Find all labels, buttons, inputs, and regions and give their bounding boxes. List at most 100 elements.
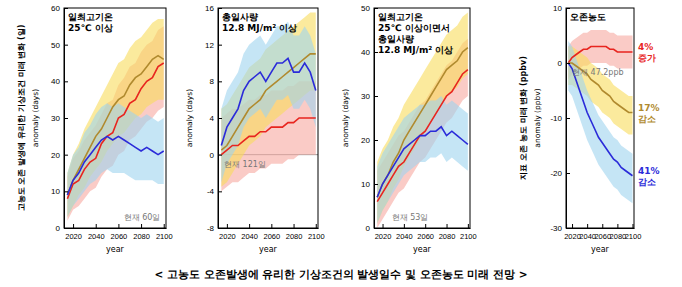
tick-mark	[617, 224, 618, 228]
range-band	[67, 103, 163, 217]
tick-mark	[374, 8, 378, 9]
axis-line	[65, 228, 167, 229]
tick-label: 0	[210, 151, 215, 160]
tick-mark	[572, 224, 573, 228]
tick: 2080	[133, 224, 150, 241]
tick-mark	[64, 45, 68, 46]
y-axis: -8-40481216	[205, 4, 222, 233]
tick: 2100	[625, 224, 642, 241]
series-label: 17%	[638, 103, 660, 113]
tick-mark	[447, 224, 448, 228]
figure: 010203040506020202040206020802100yearano…	[0, 0, 682, 287]
tick: 4	[210, 114, 222, 123]
tick: 20	[51, 151, 68, 160]
panel-title: 25℃ 이상이면서	[378, 23, 450, 33]
tick-mark	[218, 118, 222, 119]
tick-mark	[566, 63, 570, 64]
tick: 30	[361, 92, 378, 101]
annotation: 현재 60일	[124, 213, 161, 222]
tick-mark	[587, 224, 588, 228]
panel-title: 오존농도	[570, 12, 606, 22]
tick: 2060	[417, 224, 434, 241]
plot-frame	[374, 8, 470, 228]
tick: 2020	[219, 224, 236, 241]
tick-mark	[602, 224, 603, 228]
tick: -4	[207, 187, 222, 196]
tick: 2060	[263, 224, 280, 241]
plot-area	[568, 30, 632, 203]
tick: 10	[51, 187, 68, 196]
tick-label: 30	[361, 92, 370, 101]
y-label-outer: 지표 오존 농도 미래 변화 (ppbv)	[519, 56, 528, 181]
tick-mark	[227, 224, 228, 228]
tick: 2100	[156, 224, 173, 241]
tick-mark	[141, 224, 142, 228]
tick-label: 2040	[396, 232, 413, 241]
caption: < 고농도 오존발생에 유리한 기상조건의 발생일수 및 오존농도 미래 전망 …	[154, 268, 527, 280]
x-label: year	[106, 245, 125, 254]
panel-title: 총일사량	[222, 12, 258, 22]
y-label: anomaly (days)	[185, 89, 194, 147]
tick-mark	[383, 224, 384, 228]
tick: 10	[361, 180, 378, 189]
series-line	[377, 48, 468, 198]
tick: 2060	[111, 224, 128, 241]
x-label: year	[259, 245, 278, 254]
tick-label: 10	[553, 4, 562, 13]
panel-title: 25℃ 이상	[68, 23, 113, 33]
tick-mark	[271, 224, 272, 228]
tick-label: 2040	[88, 232, 105, 241]
tick-mark	[64, 81, 68, 82]
panel: 0102030405020202040206020802100yearanoma…	[341, 4, 477, 254]
tick-mark	[64, 8, 68, 9]
tick: 30	[51, 114, 68, 123]
tick-mark	[64, 155, 68, 156]
tick: 2080	[286, 224, 303, 241]
panel-title: 일최고기온	[68, 12, 113, 22]
tick: 2040	[88, 224, 105, 241]
x-label: year	[591, 245, 610, 254]
tick-label: 2020	[375, 232, 392, 241]
y-axis: 0102030405060	[51, 4, 68, 233]
tick-label: 2080	[439, 232, 456, 241]
tick-label: 8	[210, 77, 215, 86]
tick-mark	[118, 224, 119, 228]
x-label: year	[413, 245, 432, 254]
tick-label: 2040	[241, 232, 258, 241]
tick-label: 10	[361, 180, 370, 189]
y-axis: -30-20-10010	[550, 4, 570, 233]
tick: 8	[210, 77, 222, 86]
tick-label: 20	[51, 151, 60, 160]
tick-label: 2060	[263, 232, 280, 241]
tick: 2100	[308, 224, 325, 241]
tick-label: 60	[51, 4, 60, 13]
tick-label: 2080	[133, 232, 150, 241]
tick-mark	[374, 96, 378, 97]
tick-label: 0	[56, 224, 61, 233]
tick-label: 2100	[156, 232, 173, 241]
tick-label: -20	[550, 169, 562, 178]
tick-label: 12	[205, 41, 214, 50]
tick-label: 2080	[286, 232, 303, 241]
panel-title: 일최고기온	[378, 12, 423, 22]
y-label: anomaly (ppbv)	[533, 88, 542, 147]
plot-area	[377, 12, 468, 228]
tick-label: 16	[205, 4, 214, 13]
panel: 010203040506020202040206020802100yearano…	[17, 4, 173, 254]
tick-label: 0	[366, 224, 371, 233]
tick: 12	[205, 41, 222, 50]
tick-label: 0	[558, 59, 563, 68]
tick-label: 10	[51, 187, 60, 196]
tick-label: 50	[361, 4, 370, 13]
series-label: 4%	[638, 42, 653, 52]
tick-mark	[96, 224, 97, 228]
panel: -30-20-1001020202040206020802100yearanom…	[519, 4, 660, 254]
tick-mark	[164, 224, 165, 228]
tick-label: 30	[51, 114, 60, 123]
y-axis: 01020304050	[361, 4, 378, 233]
tick: 40	[361, 48, 378, 57]
axis-line	[375, 228, 471, 229]
tick-mark	[64, 118, 68, 119]
tick-mark	[468, 224, 469, 228]
axis-line	[219, 228, 319, 229]
